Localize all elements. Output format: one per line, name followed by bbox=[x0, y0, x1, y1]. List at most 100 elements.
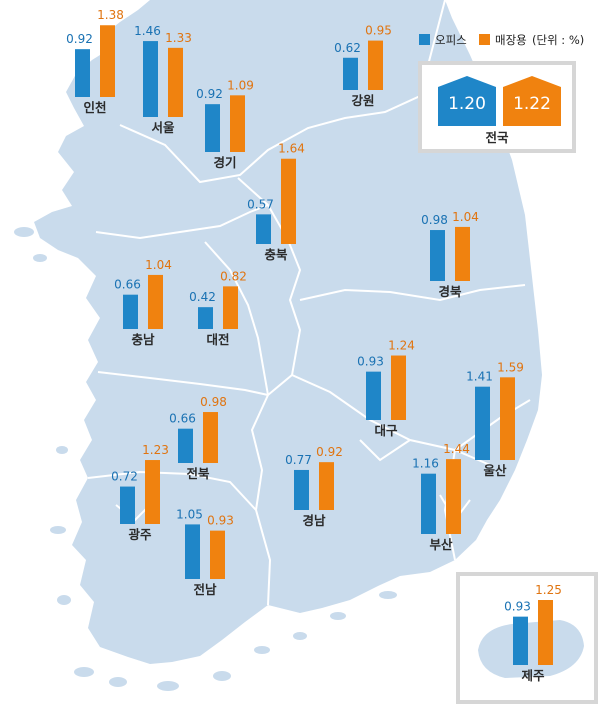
region-1-retail-value: 1.33 bbox=[165, 31, 192, 45]
region-12: 0.72 1.23 광주 bbox=[111, 443, 169, 542]
region-0-label: 인천 bbox=[83, 100, 106, 115]
region-13-office-value: 1.16 bbox=[412, 457, 439, 471]
region-12-office-value: 0.72 bbox=[111, 470, 138, 484]
region-1-retail-bar bbox=[168, 47, 183, 118]
region-1-office-bar bbox=[143, 41, 158, 117]
region-10-office-bar bbox=[178, 428, 193, 463]
region-0-retail-bar bbox=[100, 25, 115, 98]
region-10-label: 전북 bbox=[186, 466, 210, 481]
region-8-office-bar bbox=[366, 371, 381, 420]
region-7-office-value: 0.42 bbox=[189, 290, 216, 304]
region-11-office-bar bbox=[294, 469, 309, 510]
region-15-retail-bar bbox=[538, 600, 553, 665]
region-4-office-value: 0.57 bbox=[247, 197, 274, 211]
region-6-retail-value: 1.04 bbox=[145, 258, 172, 272]
region-9-retail-value: 1.59 bbox=[497, 360, 524, 374]
region-8-retail-value: 1.24 bbox=[388, 339, 415, 353]
national-retail-house bbox=[503, 76, 561, 126]
legend-office-swatch bbox=[419, 34, 430, 45]
region-9-office-value: 1.41 bbox=[466, 370, 493, 384]
region-6: 0.66 1.04 충남 bbox=[114, 258, 172, 347]
region-9-label: 울산 bbox=[483, 463, 507, 478]
national-label: 전국 bbox=[485, 130, 509, 145]
region-0-office-bar bbox=[75, 49, 90, 97]
region-1-office-value: 1.46 bbox=[134, 24, 161, 38]
region-14-office-value: 1.05 bbox=[176, 507, 203, 521]
region-7: 0.42 0.82 대전 bbox=[189, 269, 247, 347]
region-14-label: 전남 bbox=[193, 582, 217, 597]
mainland-map bbox=[34, 0, 542, 664]
region-15-label: 제주 bbox=[521, 668, 545, 683]
region-3-retail-value: 0.95 bbox=[365, 24, 392, 38]
region-13-label: 부산 bbox=[429, 537, 453, 552]
region-14-retail-value: 0.93 bbox=[207, 514, 234, 528]
region-15-office-bar bbox=[513, 616, 528, 665]
region-6-office-value: 0.66 bbox=[114, 278, 141, 292]
region-0-retail-value: 1.38 bbox=[97, 8, 124, 22]
region-4-office-bar bbox=[256, 214, 271, 244]
region-9-office-bar bbox=[475, 386, 490, 460]
region-5-retail-value: 1.04 bbox=[452, 210, 479, 224]
region-2: 0.92 1.09 경기 bbox=[196, 78, 254, 170]
region-13: 1.16 1.44 부산 bbox=[412, 442, 470, 552]
region-2-office-bar bbox=[205, 104, 220, 152]
region-6-label: 충남 bbox=[131, 332, 155, 347]
region-2-office-value: 0.92 bbox=[196, 87, 223, 101]
region-1: 1.46 1.33 서울 bbox=[134, 24, 192, 135]
region-12-label: 광주 bbox=[128, 527, 152, 542]
legend-office-label: 오피스 bbox=[435, 33, 467, 47]
region-11-office-value: 0.77 bbox=[285, 453, 312, 467]
region-8-retail-bar bbox=[391, 355, 406, 420]
region-3: 0.62 0.95 강원 bbox=[334, 24, 392, 108]
region-7-label: 대전 bbox=[206, 332, 229, 347]
region-7-office-bar bbox=[198, 307, 213, 329]
region-15: 0.93 1.25 제주 bbox=[504, 583, 562, 683]
region-13-retail-bar bbox=[446, 459, 461, 534]
jeju-island bbox=[478, 620, 584, 678]
region-5-office-value: 0.98 bbox=[421, 213, 448, 227]
region-2-retail-value: 1.09 bbox=[227, 78, 254, 92]
region-11: 0.77 0.92 경남 bbox=[285, 445, 343, 528]
region-11-retail-bar bbox=[319, 462, 334, 510]
region-9: 1.41 1.59 울산 bbox=[466, 360, 524, 478]
region-11-label: 경남 bbox=[302, 513, 326, 528]
region-9-retail-bar bbox=[500, 377, 515, 460]
national-retail-value: 1.22 bbox=[513, 94, 551, 114]
region-10-retail-value: 0.98 bbox=[200, 395, 227, 409]
legend-retail-label: 매장용 bbox=[495, 33, 527, 47]
region-5-office-bar bbox=[430, 230, 445, 281]
region-10-retail-bar bbox=[203, 412, 218, 463]
region-12-retail-bar bbox=[145, 460, 160, 524]
region-5-retail-bar bbox=[455, 226, 470, 281]
region-14: 1.05 0.93 전남 bbox=[176, 507, 234, 597]
region-15-retail-value: 1.25 bbox=[535, 583, 562, 597]
region-1-label: 서울 bbox=[151, 120, 175, 135]
region-12-office-bar bbox=[120, 486, 135, 524]
region-3-retail-bar bbox=[368, 40, 383, 90]
legend: 오피스 매장용 (단위 : %) bbox=[419, 33, 584, 47]
region-4: 0.57 1.64 충북 bbox=[247, 142, 305, 262]
region-14-office-bar bbox=[185, 524, 200, 579]
region-5: 0.98 1.04 경북 bbox=[421, 210, 479, 299]
region-10-office-value: 0.66 bbox=[169, 412, 196, 426]
region-5-label: 경북 bbox=[438, 284, 462, 299]
region-11-retail-value: 0.92 bbox=[316, 445, 343, 459]
region-13-office-bar bbox=[421, 473, 436, 534]
region-6-retail-bar bbox=[148, 274, 163, 329]
region-15-office-value: 0.93 bbox=[504, 600, 531, 614]
national-office-value: 1.20 bbox=[448, 94, 486, 114]
region-12-retail-value: 1.23 bbox=[142, 443, 169, 457]
region-8-office-value: 0.93 bbox=[357, 355, 384, 369]
region-3-label: 강원 bbox=[351, 93, 374, 108]
region-4-label: 충북 bbox=[264, 247, 288, 262]
region-3-office-value: 0.62 bbox=[334, 41, 361, 55]
legend-unit: (단위 : %) bbox=[532, 33, 584, 47]
region-4-retail-bar bbox=[281, 158, 296, 244]
legend-retail-swatch bbox=[479, 34, 490, 45]
region-10: 0.66 0.98 전북 bbox=[169, 395, 227, 481]
national-summary: 1.20 1.22 전국 bbox=[418, 61, 576, 153]
region-0: 0.92 1.38 인천 bbox=[66, 8, 124, 115]
region-7-retail-value: 0.82 bbox=[220, 269, 247, 283]
bars-layer: 0.92 1.38 인천 1.46 1.33 서울 0.92 1.09 경기 0.62 0.95 강원… bbox=[66, 8, 562, 683]
